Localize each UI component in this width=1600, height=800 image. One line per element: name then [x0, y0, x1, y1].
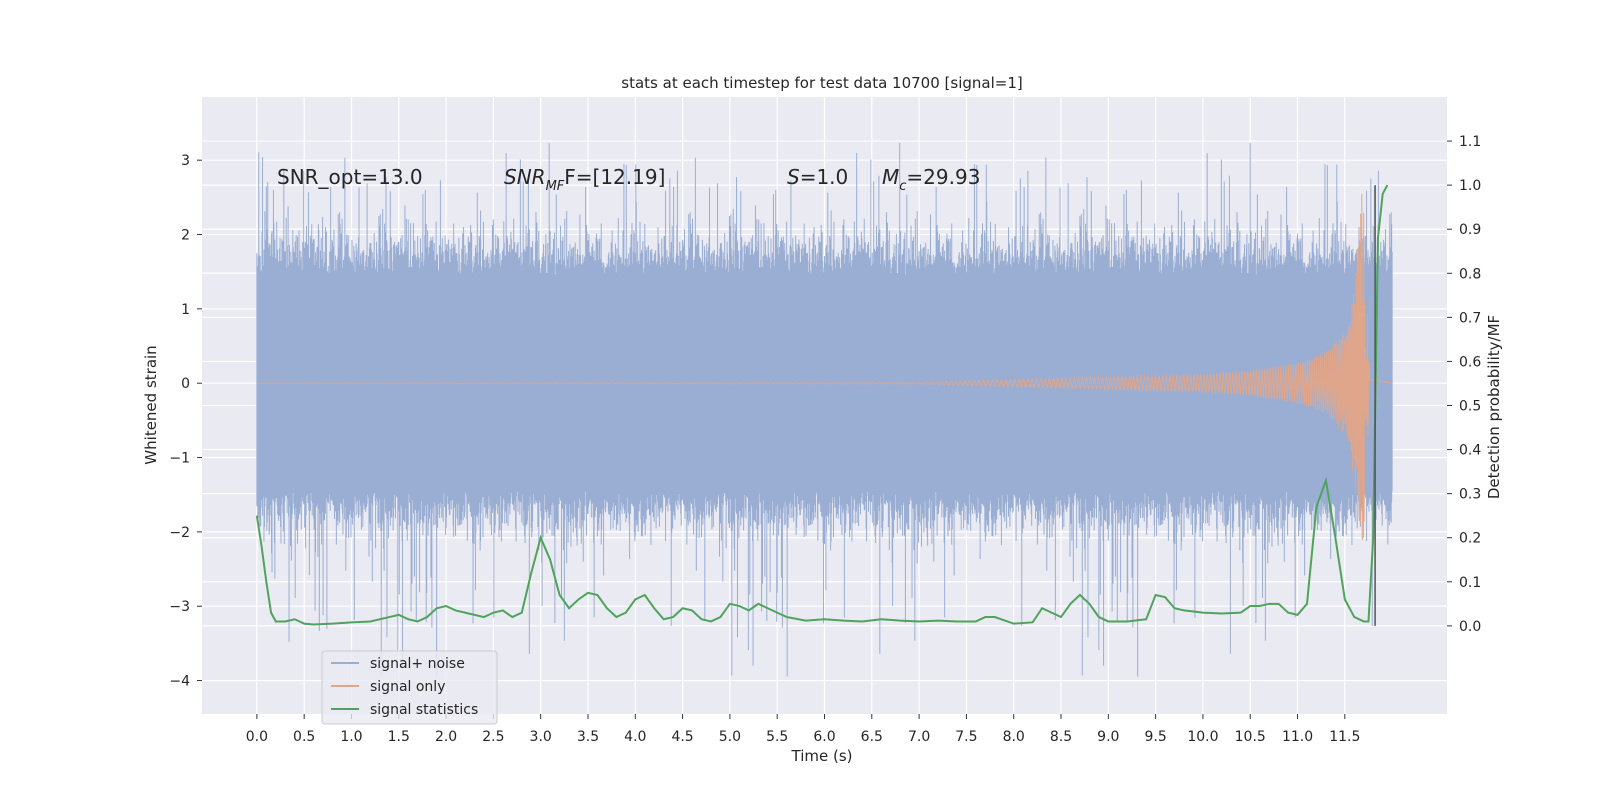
y-right-tick-label: 1.0 [1459, 178, 1481, 194]
x-tick-label: 1.5 [388, 729, 410, 745]
x-tick-label: 1.0 [340, 729, 362, 745]
y-right-tick-label: 0.8 [1459, 266, 1481, 282]
legend-box [321, 650, 498, 725]
y-right-tick-label: 0.6 [1459, 354, 1481, 370]
y-right-tick-label: 0.1 [1459, 575, 1481, 591]
y-right-tick-label: 1.1 [1459, 134, 1481, 150]
y-tick-label: 0 [181, 376, 190, 392]
legend: signal+ noise signal only signal statist… [321, 650, 498, 725]
annotation-snr-mf: SNRMFF=[12.19] [504, 165, 665, 194]
legend-label-noise: signal+ noise [370, 656, 465, 672]
y-tick-label: 3 [181, 153, 190, 169]
series-signal-statistics [255, 184, 1389, 626]
x-tick-label: 6.0 [813, 729, 835, 745]
y-axis-right: 1.1 1.0 0.9 0.8 0.7 0.6 0.5 0.4 0.3 0.2 0.1 0.0 [1447, 134, 1481, 635]
chart-title: stats at each timestep for test data 107… [621, 74, 1022, 92]
y-right-tick-label: 0.3 [1459, 487, 1481, 503]
x-tick-label: 8.5 [1050, 729, 1072, 745]
y-right-tick-label: 0.4 [1459, 443, 1481, 459]
x-tick-label: 7.0 [908, 729, 930, 745]
x-tick-label: 9.0 [1097, 729, 1119, 745]
legend-label-signal: signal only [370, 679, 445, 695]
annotation-snr-opt: SNR_opt=13.0 [277, 165, 423, 189]
mc-value: =29.93 [906, 165, 980, 189]
x-tick-label: 5.5 [766, 729, 788, 745]
s-symbol: S [787, 165, 800, 189]
y-tick-label: 2 [181, 228, 190, 244]
y-right-tick-label: 0.0 [1459, 619, 1481, 635]
mc-symbol: M [882, 165, 899, 189]
x-tick-label: 9.5 [1144, 729, 1166, 745]
y-tick-label: −2 [169, 525, 190, 541]
x-tick-label: 0.0 [246, 729, 268, 745]
x-tick-label: 7.5 [955, 729, 977, 745]
y-tick-label: −4 [169, 674, 190, 690]
x-tick-label: 4.5 [671, 729, 693, 745]
y-right-tick-label: 0.5 [1459, 399, 1481, 415]
y-right-tick-label: 0.2 [1459, 531, 1481, 547]
s-value: =1.0 [800, 165, 849, 189]
x-tick-label: 0.5 [293, 729, 315, 745]
mc-subscript: c [899, 179, 906, 194]
series-signal-only [256, 193, 1393, 541]
annotation-mc: Mc=29.93 [882, 165, 980, 194]
x-tick-label: 2.5 [482, 729, 504, 745]
x-tick-label: 3.0 [530, 729, 552, 745]
snr-mf-value: F=[12.19] [564, 165, 665, 189]
y-axis-label: Whitened strain [142, 345, 160, 464]
x-tick-label: 4.0 [624, 729, 646, 745]
y-right-tick-label: 0.9 [1459, 222, 1481, 238]
y-axis-left: 3 2 1 0 −1 −2 −3 −4 [169, 153, 202, 690]
y-tick-label: −1 [169, 451, 190, 467]
y-tick-label: 1 [181, 302, 190, 318]
y-axis-right-label: Detection probability/MF [1485, 315, 1503, 499]
x-axis: 0.0 0.5 1.0 1.5 2.0 2.5 3.0 3.5 4.0 4.5 5.0 5.5 6.0 6… [246, 714, 1360, 745]
x-tick-label: 10.5 [1235, 729, 1266, 745]
x-tick-label: 10.0 [1187, 729, 1218, 745]
x-tick-label: 11.5 [1329, 729, 1360, 745]
x-axis-label: Time (s) [791, 747, 853, 765]
x-tick-label: 5.0 [719, 729, 741, 745]
snr-mf-subscript: MF [546, 179, 565, 194]
y-right-tick-label: 0.7 [1459, 310, 1481, 326]
annotation-s: S=1.0 [787, 165, 848, 189]
x-tick-label: 2.0 [435, 729, 457, 745]
y-tick-label: −3 [169, 599, 190, 615]
x-tick-label: 3.5 [577, 729, 599, 745]
x-tick-label: 6.5 [861, 729, 883, 745]
x-tick-label: 8.0 [1003, 729, 1025, 745]
legend-label-stats: signal statistics [370, 702, 478, 718]
x-tick-label: 11.0 [1282, 729, 1313, 745]
snr-mf-symbol: SNR [504, 165, 546, 189]
